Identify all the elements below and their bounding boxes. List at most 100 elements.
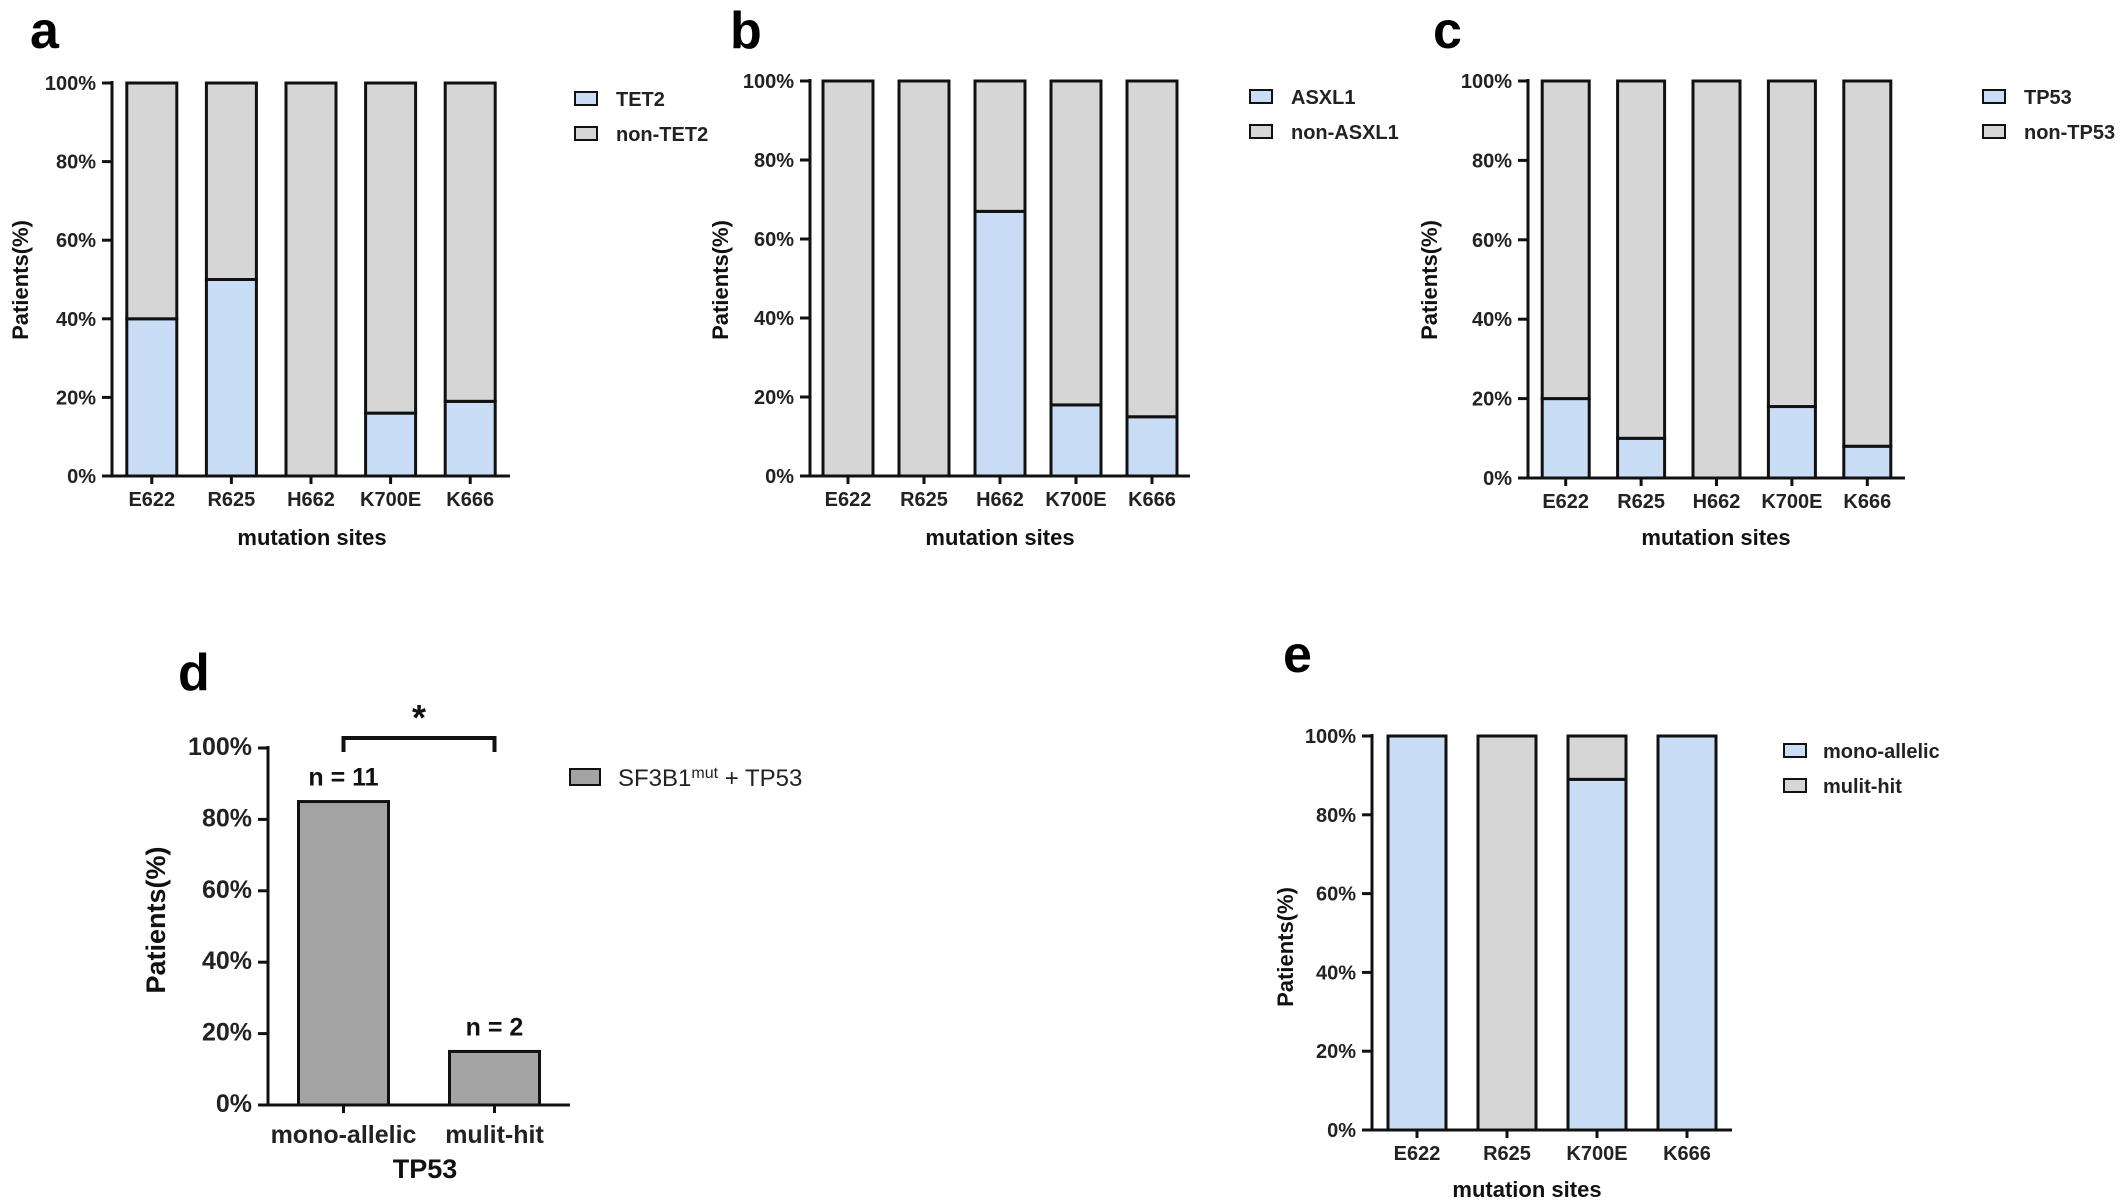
panel-b: b E622 R625 H662 K700E K666 0% 20% 40% 60% 80% 100… xyxy=(708,2,1399,550)
y-tick-label-d-5: 100% xyxy=(188,733,252,761)
bar-e-k666-s0 xyxy=(1656,734,1718,1132)
x-axis-title-d: TP53 xyxy=(393,1154,458,1184)
bar-a-k700e-s1 xyxy=(364,81,418,415)
bar-b-r625-s1 xyxy=(897,79,951,478)
y-tick-label-b-4: 80% xyxy=(754,150,794,172)
legend-swatch-non-tet2 xyxy=(574,126,598,141)
legend-label-non-tet2: non-TET2 xyxy=(616,124,708,146)
x-tick-label-e-0: E622 xyxy=(1394,1143,1441,1165)
bar-c-r625-s0 xyxy=(1616,436,1667,480)
legend-c: TP53 non-TP53 xyxy=(1982,87,2115,144)
panel-letter-d: d xyxy=(178,644,210,702)
x-tick-label-d-0: mono-allelic xyxy=(271,1121,417,1149)
panel-letter-a: a xyxy=(30,2,60,60)
y-tick-label-b-1: 20% xyxy=(754,387,794,409)
legend-swatch-mono-allelic xyxy=(1783,743,1807,758)
y-tick-label-c-1: 20% xyxy=(1472,389,1512,411)
bar-e-k700e-s0 xyxy=(1566,777,1628,1132)
x-axis-title-e: mutation sites xyxy=(1452,1177,1601,1202)
legend-label-tp53: TP53 xyxy=(2024,87,2072,109)
y-tick-label-e-0: 0% xyxy=(1327,1120,1356,1142)
plot-b: E622 R625 H662 K700E K666 0% 20% 40% 60% 80% 100% xyxy=(743,71,1190,511)
y-tick-label-c-2: 40% xyxy=(1472,309,1512,331)
y-tick-label-a-3: 60% xyxy=(56,230,96,252)
panel-letter-e: e xyxy=(1283,626,1312,684)
x-tick-label-a-2: H662 xyxy=(287,489,335,511)
bar-c-k666-s0 xyxy=(1842,444,1893,480)
y-tick-label-d-1: 20% xyxy=(202,1019,252,1047)
bar-b-k666-s0 xyxy=(1125,415,1179,478)
panel-c: c E622 R625 H662 K700E K666 0% 20% 40% 60% 80% 100… xyxy=(1417,2,2115,550)
legend-e: mono-allelic mulit-hit xyxy=(1783,741,1940,798)
bar-a-k700e-s0 xyxy=(364,411,418,478)
bar-c-e622-s1 xyxy=(1540,79,1591,401)
bar-c-k700e-s0 xyxy=(1766,405,1817,480)
legend-label-sf3b1-tp53: SF3B1mut + TP53 xyxy=(618,765,802,793)
bar-b-h662-s0 xyxy=(973,209,1027,478)
x-tick-label-e-3: K666 xyxy=(1663,1143,1711,1165)
x-tick-label-b-1: R625 xyxy=(900,489,948,511)
legend-label-mono-allelic: mono-allelic xyxy=(1823,741,1940,763)
x-tick-label-a-3: K700E xyxy=(360,489,421,511)
y-axis-title-b: Patients(%) xyxy=(708,220,733,340)
y-tick-label-b-5: 100% xyxy=(743,71,794,93)
bar-d-mulit-hit-s0 xyxy=(448,1049,541,1107)
y-tick-label-e-3: 60% xyxy=(1316,884,1356,906)
bar-a-r625-s1 xyxy=(204,81,258,281)
x-tick-label-a-4: K666 xyxy=(446,489,494,511)
x-tick-label-e-1: R625 xyxy=(1483,1143,1531,1165)
panel-e: e E622 R625 K700E K666 0% 20% 40% 60% 80% 100% mu… xyxy=(1273,626,1940,1202)
legend-swatch-tp53 xyxy=(1982,89,2006,104)
x-tick-label-c-2: H662 xyxy=(1693,491,1741,513)
bar-c-k700e-s1 xyxy=(1766,79,1817,409)
bar-a-r625-s0 xyxy=(204,278,258,478)
y-tick-label-d-0: 0% xyxy=(216,1090,252,1118)
bar-b-k700e-s0 xyxy=(1049,403,1103,478)
significance-bracket xyxy=(341,736,497,752)
bar-c-h662-s1 xyxy=(1691,79,1742,480)
y-tick-label-d-4: 80% xyxy=(202,804,252,832)
bar-b-k666-s1 xyxy=(1125,79,1179,419)
bar-e-e622-s0 xyxy=(1386,734,1448,1132)
bar-a-k666-s1 xyxy=(443,81,497,403)
y-tick-label-d-2: 40% xyxy=(202,947,252,975)
y-tick-label-a-2: 40% xyxy=(56,309,96,331)
y-tick-label-c-5: 100% xyxy=(1461,71,1512,93)
legend-b: ASXL1 non-ASXL1 xyxy=(1249,87,1399,144)
legend-swatch-asxl1 xyxy=(1249,89,1273,104)
legend-d: SF3B1mut + TP53 xyxy=(569,765,802,793)
y-tick-label-a-1: 20% xyxy=(56,387,96,409)
y-tick-label-c-0: 0% xyxy=(1483,468,1512,490)
bar-a-k666-s0 xyxy=(443,399,497,478)
y-tick-label-a-4: 80% xyxy=(56,152,96,174)
bar-d-mono-allelic-s0 xyxy=(297,800,390,1107)
plot-a: E622 R625 H662 K700E K666 0% 20% 40% 60% 80% 100% xyxy=(45,73,510,511)
x-tick-label-b-4: K666 xyxy=(1128,489,1176,511)
legend-label-asxl1: ASXL1 xyxy=(1291,87,1355,109)
y-tick-label-c-3: 60% xyxy=(1472,230,1512,252)
plot-c: E622 R625 H662 K700E K666 0% 20% 40% 60% 80% 100% xyxy=(1461,71,1905,513)
x-tick-label-c-3: K700E xyxy=(1761,491,1822,513)
bar-label-d-0: n = 11 xyxy=(308,764,378,792)
x-tick-label-a-1: R625 xyxy=(207,489,255,511)
y-axis-title-c: Patients(%) xyxy=(1417,220,1442,340)
panel-letter-b: b xyxy=(730,2,762,60)
significance-marker: * xyxy=(412,697,426,738)
x-tick-label-a-0: E622 xyxy=(128,489,175,511)
y-tick-label-d-3: 60% xyxy=(202,876,252,904)
bar-a-e622-s0 xyxy=(125,317,179,478)
panel-letter-c: c xyxy=(1433,2,1462,60)
bar-c-e622-s0 xyxy=(1540,397,1591,480)
bar-c-r625-s1 xyxy=(1616,79,1667,440)
bar-e-k700e-s1 xyxy=(1566,734,1628,781)
x-tick-label-c-0: E622 xyxy=(1542,491,1589,513)
y-tick-label-b-2: 40% xyxy=(754,308,794,330)
legend-label-non-tp53: non-TP53 xyxy=(2024,122,2115,144)
bar-b-k700e-s1 xyxy=(1049,79,1103,407)
panel-a: a E622 R625 H662 K700E K666 0% 20% 40% 60% 80% 100… xyxy=(8,2,708,550)
y-tick-label-e-1: 20% xyxy=(1316,1041,1356,1063)
y-tick-label-e-4: 80% xyxy=(1316,805,1356,827)
legend-swatch-tet2 xyxy=(574,91,598,106)
x-tick-label-b-0: E622 xyxy=(825,489,872,511)
